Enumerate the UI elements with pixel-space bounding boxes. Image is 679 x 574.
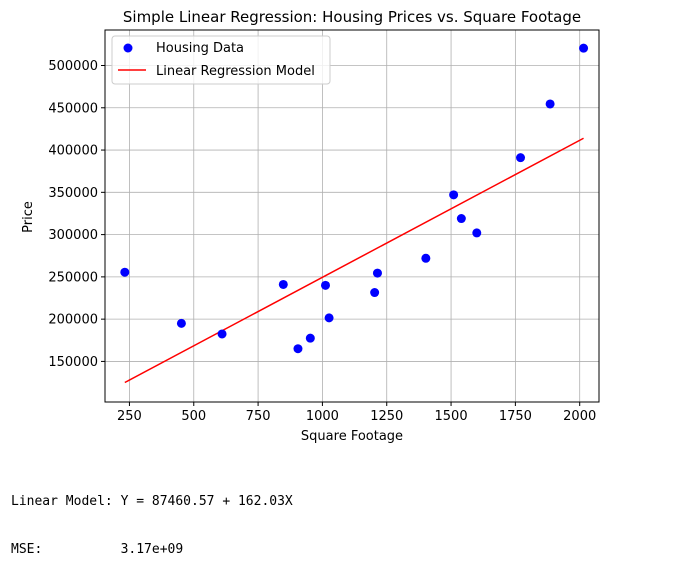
x-tick-label: 500	[181, 409, 206, 424]
x-tick-label: 1000	[306, 409, 339, 424]
regression-chart: 250 500 750 1000 1250 1500 1750 2000 150000 20000…	[21, 8, 600, 444]
data-point	[324, 313, 334, 323]
data-point	[579, 43, 589, 53]
x-tick-label: 1500	[435, 409, 468, 424]
data-point	[449, 190, 459, 200]
model-equation-text: Linear Model: Y = 87460.57 + 162.03X	[11, 494, 293, 509]
y-tick-label: 300000	[48, 228, 98, 243]
data-point	[320, 280, 330, 290]
legend: Housing Data Linear Regression Model	[111, 35, 331, 85]
data-point	[456, 214, 466, 224]
regression-line-layer	[124, 137, 584, 384]
chart-title: Simple Linear Regression: Housing Prices…	[123, 8, 581, 26]
y-tick-label: 150000	[48, 355, 98, 370]
data-point	[372, 268, 382, 278]
legend-box	[111, 35, 331, 85]
data-point	[278, 279, 288, 289]
y-tick-label: 450000	[48, 101, 98, 116]
legend-scatter-marker	[123, 43, 133, 53]
y-tick-label: 500000	[48, 59, 98, 74]
legend-label-housing-data: Housing Data	[156, 41, 244, 56]
y-tick-label: 200000	[48, 313, 98, 328]
mse-text: MSE: 3.17e+09	[11, 542, 184, 557]
y-tick-label: 250000	[48, 270, 98, 285]
data-point	[516, 153, 526, 163]
y-tick-label: 350000	[48, 186, 98, 201]
data-point	[293, 344, 303, 354]
grid-lines	[105, 30, 599, 402]
x-tick-label: 2000	[563, 409, 596, 424]
x-tick-label: 1750	[499, 409, 532, 424]
data-point	[305, 333, 315, 343]
data-point	[176, 318, 186, 328]
y-tick-label: 400000	[48, 144, 98, 159]
y-axis-label: Price	[21, 201, 36, 233]
data-point	[120, 267, 130, 277]
x-tick-label: 1250	[370, 409, 403, 424]
model-output: Linear Model: Y = 87460.57 + 162.03X MSE…	[11, 462, 293, 574]
data-point	[217, 329, 227, 339]
legend-label-regression-model: Linear Regression Model	[156, 64, 315, 79]
regression-line	[124, 137, 584, 384]
axis-ticks: 250 500 750 1000 1250 1500 1750 2000 150000 20000…	[48, 59, 596, 424]
data-point	[472, 228, 482, 238]
scatter-points	[120, 43, 589, 354]
x-tick-label: 250	[117, 409, 142, 424]
plot-frame	[104, 29, 600, 403]
x-tick-label: 750	[246, 409, 271, 424]
data-point	[421, 253, 431, 263]
data-point	[545, 99, 555, 109]
x-axis-label: Square Footage	[301, 429, 403, 444]
data-point	[370, 288, 380, 298]
